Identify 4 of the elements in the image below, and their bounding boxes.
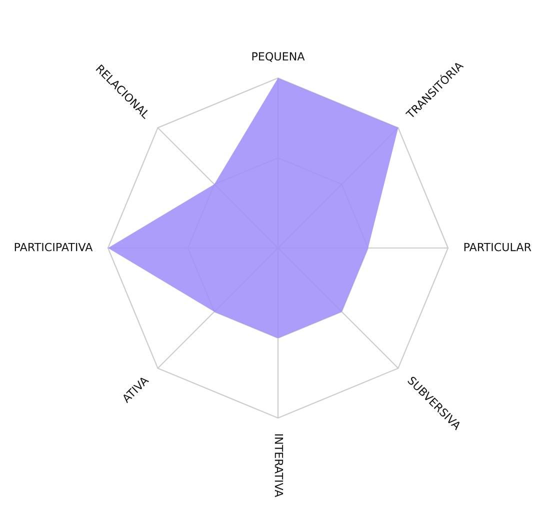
spoke-label: PARTICULAR	[464, 242, 532, 252]
spoke-label: PEQUENA	[252, 52, 305, 62]
spoke-label: PARTICIPATIVA	[14, 242, 93, 252]
spoke-label: INTERATIVA	[274, 434, 284, 498]
